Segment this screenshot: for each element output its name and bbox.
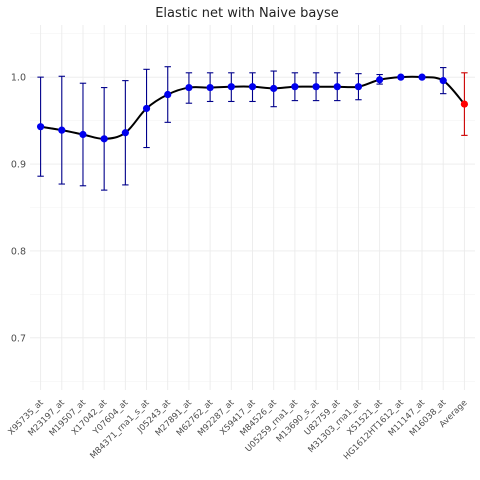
data-point: [397, 73, 405, 81]
data-point: [312, 83, 320, 91]
data-point: [164, 90, 172, 99]
data-point: [418, 73, 426, 81]
y-axis-ticks: 0.7 0.8 0.9 1.0: [11, 73, 26, 345]
y-tick-label: 0.8: [11, 246, 26, 257]
data-point: [270, 84, 278, 93]
data-point: [291, 83, 299, 91]
data-point: [58, 126, 66, 134]
y-tick-label: 0.9: [11, 160, 26, 171]
data-point: [354, 83, 363, 91]
x-axis-ticks: X95735_atM23197_atM19507_atX17042_atY076…: [6, 398, 469, 463]
data-point: [142, 104, 151, 113]
chart-title: Elastic net with Naive bayse: [155, 6, 339, 21]
y-tick-label: 1.0: [11, 73, 26, 84]
data-point: [185, 83, 193, 92]
average-point: [460, 100, 469, 108]
data-point: [100, 135, 108, 143]
data-point: [36, 123, 45, 131]
data-points: [36, 73, 469, 143]
y-tick-label: 0.7: [11, 333, 26, 344]
data-point: [206, 83, 214, 92]
data-point: [121, 129, 129, 137]
data-point: [376, 76, 384, 84]
data-point: [79, 130, 87, 139]
data-point: [333, 83, 341, 91]
data-point: [248, 83, 257, 91]
data-point: [227, 83, 235, 91]
data-point: [439, 77, 447, 85]
